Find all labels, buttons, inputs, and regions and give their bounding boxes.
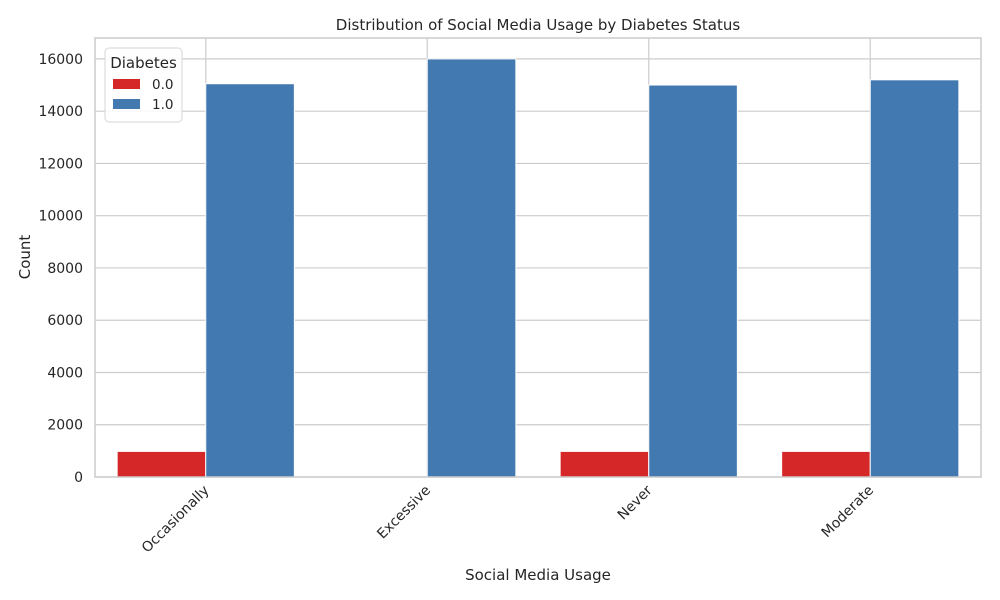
axes-frame [94, 37, 982, 478]
bar-0.0-moderate [781, 450, 871, 478]
y-tick-label: 4000 [47, 365, 83, 381]
bars [116, 58, 960, 478]
y-axis-title: Count [16, 235, 34, 280]
bar-0.0-never [559, 450, 650, 478]
y-tick-label: 16000 [38, 52, 83, 68]
y-tick-label: 0 [74, 470, 83, 486]
legend-title: Diabetes [110, 54, 177, 72]
y-tick-label: 10000 [38, 209, 83, 225]
legend-label: 0.0 [152, 77, 173, 93]
bar-1.0-moderate [869, 79, 960, 478]
bar-0.0-occasionally [116, 450, 207, 478]
plot-frame [94, 37, 982, 478]
y-tick-label: 14000 [38, 104, 83, 120]
legend: Diabetes 0.0 1.0 [104, 47, 183, 123]
legend-swatch-0.0 [113, 79, 140, 89]
legend-label: 1.0 [152, 97, 173, 113]
y-tick-label: 6000 [47, 313, 83, 329]
chart-title: Distribution of Social Media Usage by Di… [336, 16, 741, 34]
y-tick-label: 8000 [47, 261, 83, 277]
x-axis-title: Social Media Usage [465, 566, 611, 584]
y-tick-label: 12000 [38, 156, 83, 172]
bar-1.0-never [648, 84, 738, 478]
y-axis-ticks: 0 2000 4000 6000 8000 10000 12000 14000 16000 [38, 52, 83, 486]
legend-swatch-1.0 [113, 99, 140, 109]
bar-1.0-excessive [426, 58, 517, 478]
y-tick-label: 2000 [47, 418, 83, 434]
bar-1.0-occasionally [205, 83, 295, 478]
